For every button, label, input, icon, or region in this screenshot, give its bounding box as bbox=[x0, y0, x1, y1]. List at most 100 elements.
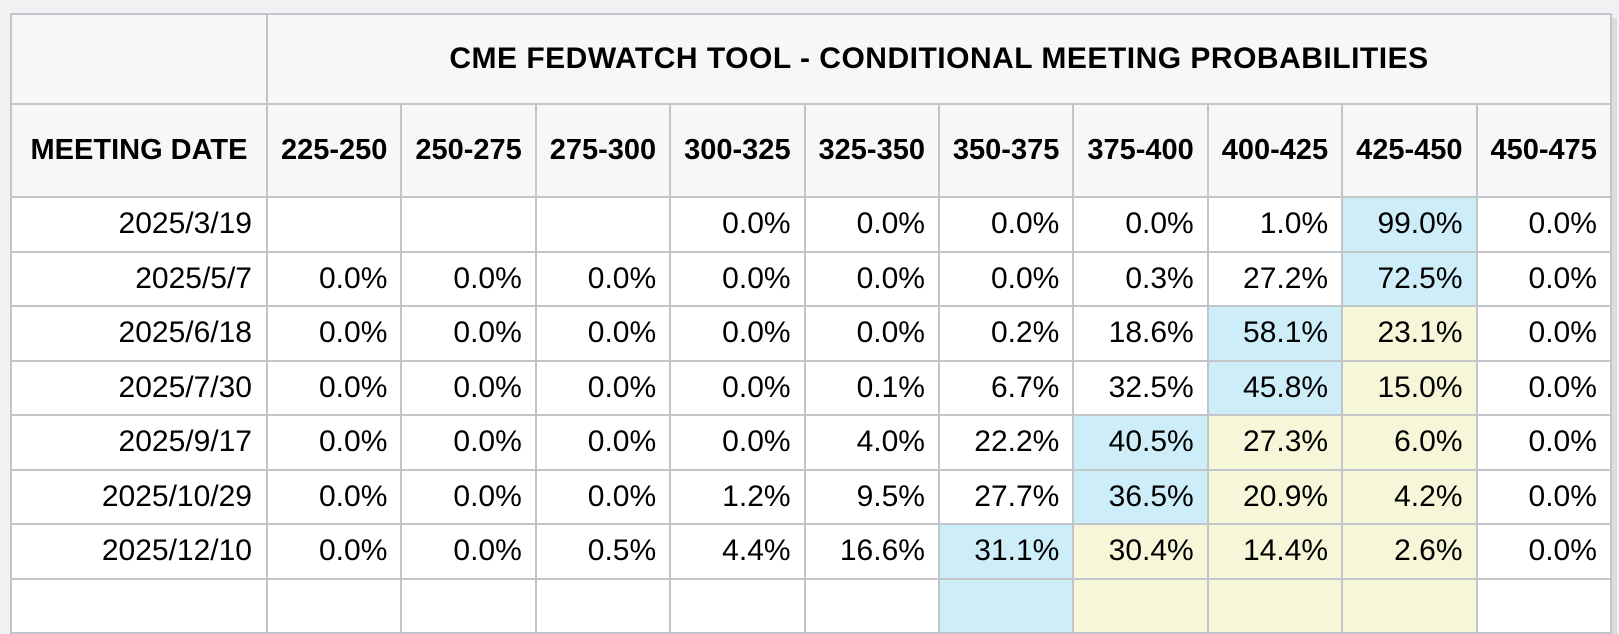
probability-cell: 1.2% bbox=[669, 468, 806, 525]
probability-cell: 23.1% bbox=[1341, 305, 1478, 362]
probability-cell: 0.0% bbox=[669, 414, 806, 471]
probability-cell: 0.0% bbox=[1475, 523, 1612, 580]
probability-cell: 0.0% bbox=[1475, 250, 1612, 307]
rate-bin-header: 225-250 bbox=[265, 103, 403, 198]
probability-cell: 99.0% bbox=[1341, 196, 1478, 253]
table-row: 2025/12/10 0.0% 0.0% 0.5% 4.4% 16.6% 31.1% 30.4… bbox=[10, 523, 1612, 580]
probability-cell: 27.7% bbox=[937, 468, 1075, 525]
rate-bin-header: 325-350 bbox=[803, 103, 940, 198]
probability-cell: 0.0% bbox=[534, 250, 672, 307]
probability-cell bbox=[669, 577, 806, 634]
meeting-date-cell: 2025/10/29 bbox=[10, 468, 268, 525]
probability-cell: 4.0% bbox=[803, 414, 940, 471]
rate-bin-header: 250-275 bbox=[400, 103, 537, 198]
probability-cell: 1.0% bbox=[1206, 196, 1344, 253]
probability-cell: 0.0% bbox=[265, 359, 403, 416]
meeting-date-header: MEETING DATE bbox=[10, 103, 268, 198]
table-row: 2025/6/18 0.0% 0.0% 0.0% 0.0% 0.0% 0.2% 18.6% 58… bbox=[10, 305, 1612, 362]
table-row: 2025/5/7 0.0% 0.0% 0.0% 0.0% 0.0% 0.0% 0.3% 27.2… bbox=[10, 250, 1612, 307]
probability-cell bbox=[1072, 577, 1209, 634]
probability-cell: 0.0% bbox=[1072, 196, 1209, 253]
rate-bin-header: 375-400 bbox=[1072, 103, 1209, 198]
probability-cell: 58.1% bbox=[1206, 305, 1344, 362]
table-row: 2025/10/29 0.0% 0.0% 0.0% 1.2% 9.5% 27.7% 36.5%… bbox=[10, 468, 1612, 525]
probability-cell bbox=[534, 577, 672, 634]
probability-cell: 0.0% bbox=[265, 414, 403, 471]
rate-bin-header: 425-450 bbox=[1341, 103, 1478, 198]
probability-cell: 0.0% bbox=[1475, 359, 1612, 416]
probability-cell: 0.0% bbox=[400, 523, 537, 580]
probability-cell bbox=[400, 577, 537, 634]
probability-cell: 0.0% bbox=[803, 305, 940, 362]
probability-cell bbox=[1341, 577, 1478, 634]
table-row: 2025/9/17 0.0% 0.0% 0.0% 0.0% 4.0% 22.2% 40.5% 2… bbox=[10, 414, 1612, 471]
probability-cell: 4.2% bbox=[1341, 468, 1478, 525]
probability-cell: 40.5% bbox=[1072, 414, 1209, 471]
probability-cell: 27.2% bbox=[1206, 250, 1344, 307]
probability-cell: 0.0% bbox=[669, 196, 806, 253]
probability-cell bbox=[937, 577, 1075, 634]
probability-cell: 0.0% bbox=[1475, 305, 1612, 362]
probability-cell: 9.5% bbox=[803, 468, 940, 525]
probability-cell: 6.7% bbox=[937, 359, 1075, 416]
probability-cell: 0.0% bbox=[400, 305, 537, 362]
probability-cell: 14.4% bbox=[1206, 523, 1344, 580]
probability-cell: 4.4% bbox=[669, 523, 806, 580]
probability-cell: 72.5% bbox=[1341, 250, 1478, 307]
probability-cell: 0.2% bbox=[937, 305, 1075, 362]
probability-cell: 0.0% bbox=[400, 468, 537, 525]
probability-cell: 0.0% bbox=[803, 196, 940, 253]
table-body: 2025/3/19 0.0% 0.0% 0.0% 0.0% 1.0% 99.0% 0.0% 20… bbox=[10, 196, 1612, 634]
probability-cell: 0.0% bbox=[1475, 468, 1612, 525]
probability-cell: 0.0% bbox=[400, 250, 537, 307]
table-title: CME FEDWATCH TOOL - CONDITIONAL MEETING … bbox=[266, 13, 1612, 105]
table-row: 2025/7/30 0.0% 0.0% 0.0% 0.0% 0.1% 6.7% 32.5% 45… bbox=[10, 359, 1612, 416]
probability-cell: 18.6% bbox=[1072, 305, 1209, 362]
probability-cell: 0.0% bbox=[1475, 196, 1612, 253]
meeting-date-cell: 2025/9/17 bbox=[10, 414, 268, 471]
corner-cell bbox=[10, 13, 268, 105]
probability-cell: 30.4% bbox=[1072, 523, 1209, 580]
probability-cell: 0.0% bbox=[669, 305, 806, 362]
probability-cell: 0.0% bbox=[534, 414, 672, 471]
meeting-date-cell bbox=[10, 577, 268, 634]
probability-cell: 22.2% bbox=[937, 414, 1075, 471]
rate-bin-header: 300-325 bbox=[669, 103, 806, 198]
probability-cell: 15.0% bbox=[1341, 359, 1478, 416]
probability-cell: 0.0% bbox=[265, 468, 403, 525]
probability-cell: 0.0% bbox=[1475, 414, 1612, 471]
rate-bin-header: 400-425 bbox=[1206, 103, 1344, 198]
probability-cell: 2.6% bbox=[1341, 523, 1478, 580]
probability-cell: 16.6% bbox=[803, 523, 940, 580]
probability-cell: 27.3% bbox=[1206, 414, 1344, 471]
probability-cell: 0.5% bbox=[534, 523, 672, 580]
probability-cell: 0.0% bbox=[265, 523, 403, 580]
probability-cell bbox=[1475, 577, 1612, 634]
table-row-partial bbox=[10, 577, 1612, 634]
probability-cell: 0.0% bbox=[669, 250, 806, 307]
probability-cell: 6.0% bbox=[1341, 414, 1478, 471]
column-header-row: MEETING DATE 225-250 250-275 275-300 300-325… bbox=[10, 103, 1612, 198]
rate-bin-header: 450-475 bbox=[1475, 103, 1612, 198]
probability-cell: 0.0% bbox=[669, 359, 806, 416]
probability-cell bbox=[400, 196, 537, 253]
probability-cell bbox=[1206, 577, 1344, 634]
probability-cell: 0.0% bbox=[534, 468, 672, 525]
probability-cell: 0.0% bbox=[265, 250, 403, 307]
probability-cell: 0.0% bbox=[400, 359, 537, 416]
probability-cell: 0.0% bbox=[265, 305, 403, 362]
probability-cell bbox=[265, 577, 403, 634]
probability-cell: 0.0% bbox=[534, 359, 672, 416]
probability-cell: 20.9% bbox=[1206, 468, 1344, 525]
probability-cell: 0.0% bbox=[937, 250, 1075, 307]
probability-cell: 0.0% bbox=[534, 305, 672, 362]
probability-cell bbox=[534, 196, 672, 253]
table-header: CME FEDWATCH TOOL - CONDITIONAL MEETING … bbox=[10, 13, 1612, 198]
meeting-date-cell: 2025/12/10 bbox=[10, 523, 268, 580]
probability-cell: 0.1% bbox=[803, 359, 940, 416]
meeting-date-cell: 2025/7/30 bbox=[10, 359, 268, 416]
probability-cell: 45.8% bbox=[1206, 359, 1344, 416]
table-row: 2025/3/19 0.0% 0.0% 0.0% 0.0% 1.0% 99.0% 0.0% bbox=[10, 196, 1612, 253]
meeting-date-cell: 2025/5/7 bbox=[10, 250, 268, 307]
meeting-date-cell: 2025/6/18 bbox=[10, 305, 268, 362]
